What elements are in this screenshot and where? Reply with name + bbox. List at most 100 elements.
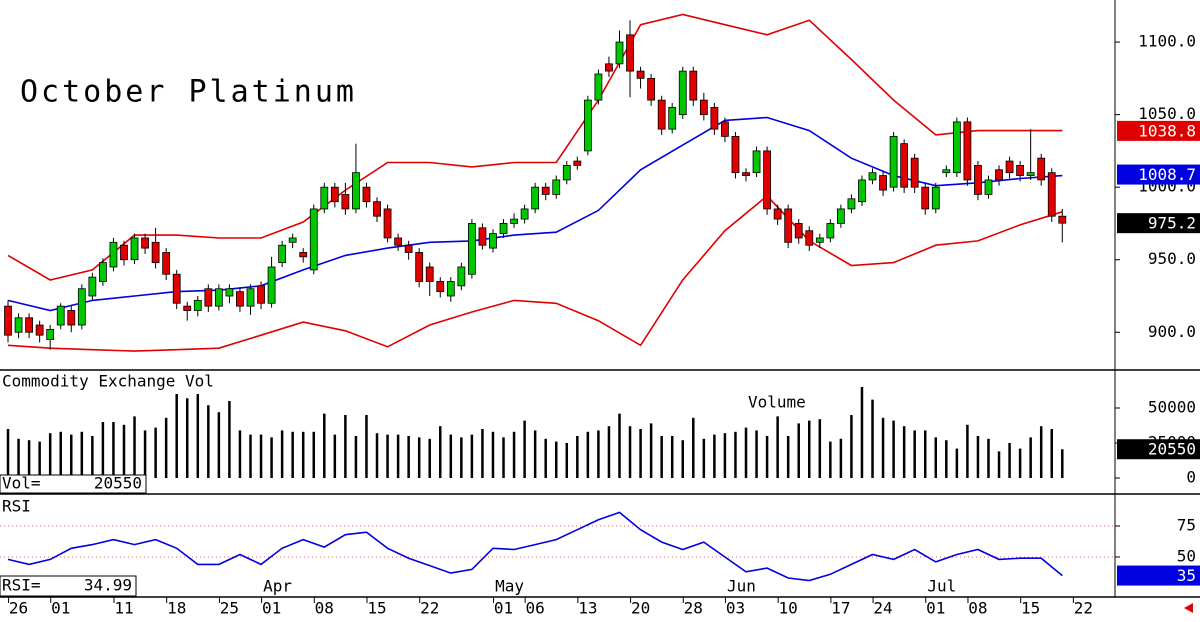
x-tick-label: 15 bbox=[367, 599, 386, 618]
last-value-box bbox=[1117, 120, 1200, 141]
candle-body bbox=[942, 169, 951, 174]
y-tick-label: 50 bbox=[1177, 546, 1196, 565]
candle-body bbox=[77, 288, 86, 326]
candle-body bbox=[14, 317, 23, 333]
scroll-arrow[interactable] bbox=[1184, 603, 1193, 613]
candle-body bbox=[436, 281, 445, 293]
candle-body bbox=[689, 70, 698, 101]
candle-body bbox=[974, 165, 982, 195]
y-tick-label: 900.0 bbox=[1148, 322, 1196, 341]
candle-body bbox=[794, 223, 803, 239]
last-value-box bbox=[1117, 565, 1200, 586]
band-line bbox=[7, 194, 1063, 352]
x-tick-label: 03 bbox=[726, 599, 745, 618]
candle-body bbox=[847, 198, 856, 210]
candle-body bbox=[541, 186, 550, 195]
candle-body bbox=[67, 310, 76, 326]
y-tick-label: 50000 bbox=[1148, 397, 1196, 416]
last-value-label: 975.2 bbox=[1148, 214, 1196, 233]
candle-body bbox=[478, 227, 487, 246]
last-value-label: 1038.8 bbox=[1138, 121, 1196, 140]
candle-body bbox=[647, 77, 656, 101]
candle-body bbox=[921, 186, 930, 210]
candle-body bbox=[25, 317, 33, 333]
candle-body bbox=[394, 237, 402, 246]
candle-body bbox=[900, 143, 909, 188]
candle-body bbox=[636, 70, 645, 79]
candle-body bbox=[214, 288, 223, 307]
candle-body bbox=[815, 237, 824, 243]
candle-body bbox=[446, 281, 455, 297]
candle-body bbox=[952, 121, 961, 174]
candle-body bbox=[562, 165, 571, 181]
candle-body bbox=[752, 150, 761, 174]
x-tick-label: 08 bbox=[968, 599, 987, 618]
month-label: Jun bbox=[727, 577, 756, 596]
x-tick-label: 24 bbox=[873, 599, 892, 618]
candle-body bbox=[573, 160, 582, 166]
candle-body bbox=[1016, 165, 1025, 176]
candle-body bbox=[299, 252, 308, 258]
x-tick-label: 06 bbox=[526, 599, 545, 618]
candle-body bbox=[594, 73, 603, 101]
candle-body bbox=[425, 266, 434, 282]
last-value-label: 1008.7 bbox=[1138, 165, 1196, 184]
readout-label: RSI= bbox=[2, 576, 41, 595]
candle-body bbox=[193, 299, 202, 311]
readout-value: 34.99 bbox=[84, 576, 132, 595]
candle-body bbox=[499, 223, 508, 235]
x-tick-label: 11 bbox=[114, 599, 133, 618]
candle-body bbox=[362, 186, 371, 203]
x-tick-label: 22 bbox=[420, 599, 439, 618]
chart-title: October Platinum bbox=[20, 75, 357, 110]
x-tick-label: 01 bbox=[262, 599, 281, 618]
candle-body bbox=[984, 179, 993, 195]
candle-body bbox=[267, 266, 276, 304]
y-tick-label: 950.0 bbox=[1148, 249, 1196, 268]
candle-body bbox=[742, 172, 750, 176]
rsi-line bbox=[7, 511, 1063, 582]
candle-body bbox=[1058, 215, 1067, 224]
x-tick-label: 08 bbox=[315, 599, 334, 618]
candle-body bbox=[552, 179, 561, 195]
candle-body bbox=[626, 34, 634, 72]
x-tick-label: 15 bbox=[1021, 599, 1040, 618]
x-tick-label: 28 bbox=[684, 599, 703, 618]
candle-body bbox=[309, 208, 318, 271]
candle-body bbox=[257, 285, 265, 304]
x-tick-label: 01 bbox=[51, 599, 70, 618]
candle-body bbox=[995, 169, 1003, 181]
panel-title: Commodity Exchange Vol bbox=[2, 372, 214, 391]
candle-body bbox=[668, 106, 677, 130]
candle-body bbox=[88, 276, 97, 297]
candle-body bbox=[109, 241, 118, 268]
candle-body bbox=[763, 150, 771, 210]
candle-body bbox=[46, 328, 55, 340]
candle-body bbox=[868, 172, 877, 181]
candle-body bbox=[773, 208, 782, 220]
last-value-label: 20550 bbox=[1148, 440, 1196, 459]
x-tick-label: 18 bbox=[167, 599, 186, 618]
x-tick-label: 10 bbox=[779, 599, 798, 618]
candle-body bbox=[330, 186, 339, 203]
candle-body bbox=[699, 99, 708, 116]
last-value-label: 35 bbox=[1177, 566, 1196, 585]
x-tick-label: 26 bbox=[9, 599, 28, 618]
candle-body bbox=[288, 237, 297, 243]
candle-body bbox=[320, 186, 329, 210]
candle-body bbox=[172, 273, 181, 304]
candle-body bbox=[489, 233, 497, 249]
readout-value: 20550 bbox=[94, 474, 142, 493]
candle-body bbox=[467, 223, 476, 275]
candle-body bbox=[531, 186, 540, 210]
x-tick-label: 20 bbox=[631, 599, 650, 618]
candle-body bbox=[721, 121, 729, 137]
candle-body bbox=[457, 266, 466, 287]
candle-body bbox=[98, 262, 107, 282]
candle-body bbox=[805, 230, 814, 246]
candle-body bbox=[151, 241, 160, 264]
candle-body bbox=[415, 252, 424, 282]
x-tick-label: 13 bbox=[578, 599, 597, 618]
candle-body bbox=[352, 172, 360, 210]
